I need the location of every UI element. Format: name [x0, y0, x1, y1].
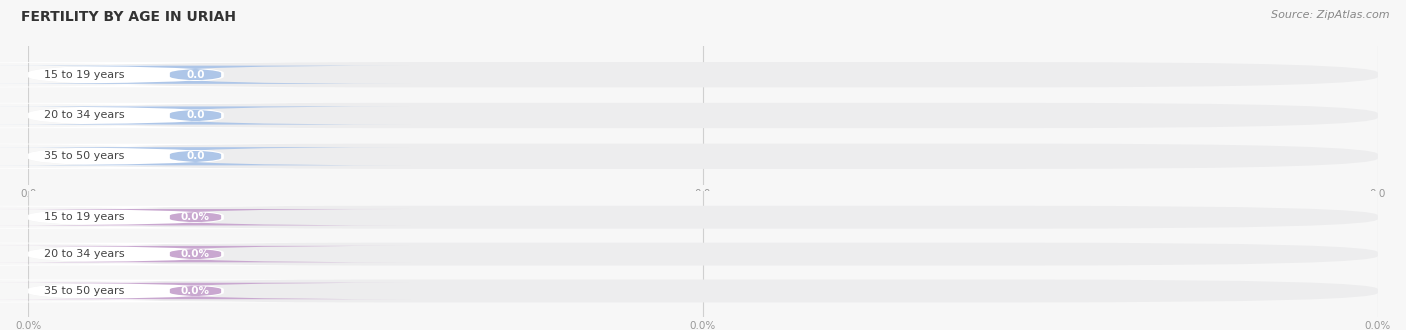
FancyBboxPatch shape [28, 206, 1378, 229]
Text: 35 to 50 years: 35 to 50 years [44, 286, 124, 296]
Text: 20 to 34 years: 20 to 34 years [44, 249, 124, 259]
FancyBboxPatch shape [0, 206, 380, 229]
FancyBboxPatch shape [0, 243, 380, 266]
Text: FERTILITY BY AGE IN URIAH: FERTILITY BY AGE IN URIAH [21, 10, 236, 24]
FancyBboxPatch shape [28, 62, 1378, 87]
Text: 0.0: 0.0 [186, 151, 205, 161]
FancyBboxPatch shape [0, 147, 411, 165]
FancyBboxPatch shape [0, 246, 411, 262]
Text: 15 to 19 years: 15 to 19 years [44, 70, 124, 80]
FancyBboxPatch shape [28, 280, 1378, 302]
FancyBboxPatch shape [0, 280, 380, 302]
Text: 0.0: 0.0 [186, 111, 205, 120]
Text: 0.0%: 0.0% [181, 249, 209, 259]
Text: 0.0: 0.0 [186, 70, 205, 80]
Text: 35 to 50 years: 35 to 50 years [44, 151, 124, 161]
FancyBboxPatch shape [0, 283, 411, 299]
FancyBboxPatch shape [0, 106, 411, 125]
FancyBboxPatch shape [0, 209, 411, 225]
Text: 20 to 34 years: 20 to 34 years [44, 111, 124, 120]
Text: 0.0%: 0.0% [181, 212, 209, 222]
Text: 0.0%: 0.0% [181, 286, 209, 296]
Text: 15 to 19 years: 15 to 19 years [44, 212, 124, 222]
FancyBboxPatch shape [0, 66, 411, 84]
FancyBboxPatch shape [28, 243, 1378, 266]
FancyBboxPatch shape [0, 103, 380, 128]
FancyBboxPatch shape [28, 144, 1378, 169]
FancyBboxPatch shape [28, 103, 1378, 128]
Text: Source: ZipAtlas.com: Source: ZipAtlas.com [1271, 10, 1389, 20]
FancyBboxPatch shape [0, 144, 380, 169]
FancyBboxPatch shape [0, 62, 380, 87]
